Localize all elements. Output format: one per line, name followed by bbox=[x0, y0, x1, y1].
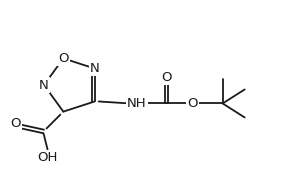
Text: OH: OH bbox=[38, 151, 58, 164]
Text: N: N bbox=[39, 78, 49, 91]
Text: O: O bbox=[161, 71, 172, 84]
Text: N: N bbox=[90, 62, 100, 75]
Text: O: O bbox=[58, 52, 69, 65]
Text: NH: NH bbox=[127, 97, 146, 110]
Text: O: O bbox=[188, 97, 198, 110]
Text: O: O bbox=[10, 117, 21, 130]
